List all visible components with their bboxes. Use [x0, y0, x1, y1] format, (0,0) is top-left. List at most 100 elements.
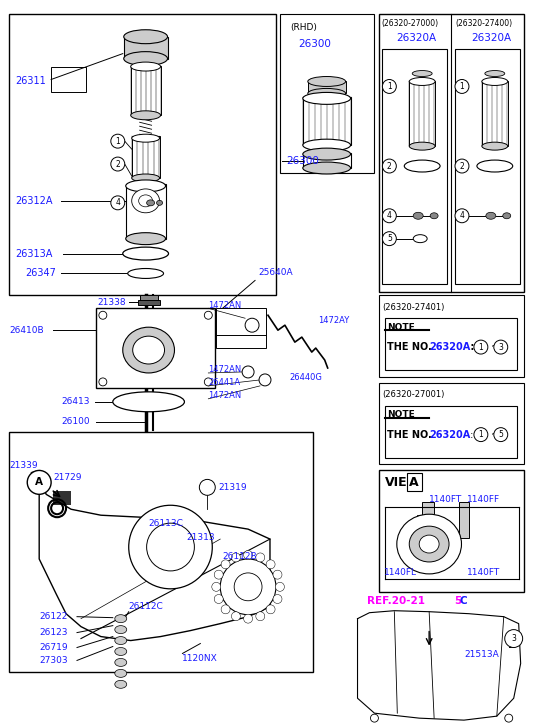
Ellipse shape — [308, 89, 345, 98]
Circle shape — [242, 366, 254, 378]
Circle shape — [382, 159, 397, 173]
Circle shape — [199, 479, 215, 495]
Ellipse shape — [409, 142, 435, 150]
Bar — [455, 49, 520, 284]
Text: 26440G: 26440G — [290, 374, 323, 382]
Text: 21339: 21339 — [10, 461, 38, 470]
Circle shape — [256, 611, 265, 621]
Ellipse shape — [115, 680, 127, 688]
Circle shape — [273, 570, 282, 579]
Bar — [422, 502, 434, 530]
Circle shape — [494, 427, 508, 441]
Bar — [10, 432, 313, 672]
Circle shape — [27, 470, 51, 494]
Text: 26410B: 26410B — [10, 326, 44, 334]
Text: 1472AY: 1472AY — [318, 316, 349, 325]
Text: 21513A: 21513A — [464, 650, 499, 659]
Circle shape — [505, 714, 513, 722]
Ellipse shape — [133, 336, 165, 364]
Circle shape — [214, 595, 223, 603]
Bar — [124, 36, 167, 59]
Text: 25640A: 25640A — [258, 268, 293, 277]
Ellipse shape — [113, 392, 184, 411]
Text: 26122: 26122 — [39, 612, 68, 621]
Ellipse shape — [413, 212, 423, 220]
Circle shape — [99, 378, 107, 386]
Text: 4: 4 — [387, 212, 392, 220]
Ellipse shape — [124, 52, 167, 65]
Circle shape — [266, 560, 275, 569]
Bar — [308, 81, 345, 93]
Text: 2: 2 — [387, 161, 392, 171]
Bar — [459, 502, 469, 538]
Ellipse shape — [132, 174, 159, 182]
Text: (26320-27001): (26320-27001) — [382, 390, 445, 399]
Circle shape — [455, 159, 469, 173]
Circle shape — [231, 611, 240, 621]
Text: A: A — [409, 476, 419, 489]
Ellipse shape — [132, 134, 159, 142]
Bar — [280, 14, 375, 173]
Bar — [51, 67, 86, 92]
Text: VIEW: VIEW — [385, 476, 422, 489]
Text: 26320A: 26320A — [429, 430, 471, 440]
Text: 1472AN: 1472AN — [208, 366, 241, 374]
Circle shape — [474, 340, 488, 354]
Circle shape — [111, 157, 125, 171]
Ellipse shape — [482, 78, 508, 86]
Text: 26347: 26347 — [25, 268, 56, 278]
Ellipse shape — [412, 71, 432, 76]
Bar — [385, 318, 516, 370]
Text: C: C — [460, 595, 467, 606]
Ellipse shape — [126, 233, 166, 244]
Text: 1: 1 — [459, 82, 464, 91]
Bar — [379, 470, 523, 592]
Ellipse shape — [303, 139, 351, 151]
Circle shape — [212, 582, 221, 591]
Text: ~: ~ — [491, 430, 499, 440]
Circle shape — [382, 79, 397, 93]
Circle shape — [382, 209, 397, 222]
Text: 2: 2 — [459, 161, 464, 171]
Circle shape — [273, 595, 282, 603]
Ellipse shape — [303, 162, 351, 174]
Ellipse shape — [419, 535, 439, 553]
Text: 26441A: 26441A — [208, 378, 240, 387]
Bar — [303, 153, 351, 168]
Text: NOTE: NOTE — [387, 323, 415, 332]
Ellipse shape — [430, 213, 438, 219]
Text: 21338: 21338 — [97, 298, 125, 307]
Ellipse shape — [115, 637, 127, 645]
Text: 26112C: 26112C — [129, 602, 164, 611]
Bar — [379, 14, 523, 292]
Bar — [385, 406, 516, 457]
Bar — [126, 184, 166, 238]
Text: 26413: 26413 — [61, 397, 90, 406]
Circle shape — [111, 134, 125, 148]
Text: THE NO.: THE NO. — [387, 430, 432, 440]
Ellipse shape — [115, 615, 127, 622]
Text: ~: ~ — [491, 342, 499, 352]
Ellipse shape — [303, 148, 351, 160]
Bar — [409, 81, 435, 146]
Text: 1140FL: 1140FL — [384, 569, 417, 577]
Circle shape — [455, 79, 469, 93]
Text: 3: 3 — [511, 634, 516, 643]
Text: 4: 4 — [459, 212, 464, 220]
Text: (26320-27000): (26320-27000) — [382, 20, 439, 28]
Circle shape — [256, 553, 265, 562]
Text: :: : — [467, 342, 474, 352]
Ellipse shape — [128, 268, 164, 278]
Circle shape — [494, 340, 508, 354]
Circle shape — [204, 311, 212, 319]
Bar — [482, 81, 508, 146]
Text: 26320A: 26320A — [429, 342, 471, 352]
Text: 5: 5 — [387, 234, 392, 243]
Text: 1: 1 — [116, 137, 120, 145]
Bar — [382, 49, 447, 284]
Bar — [140, 295, 158, 301]
Circle shape — [129, 505, 212, 589]
Circle shape — [99, 311, 107, 319]
Circle shape — [259, 374, 271, 386]
Ellipse shape — [126, 180, 166, 192]
